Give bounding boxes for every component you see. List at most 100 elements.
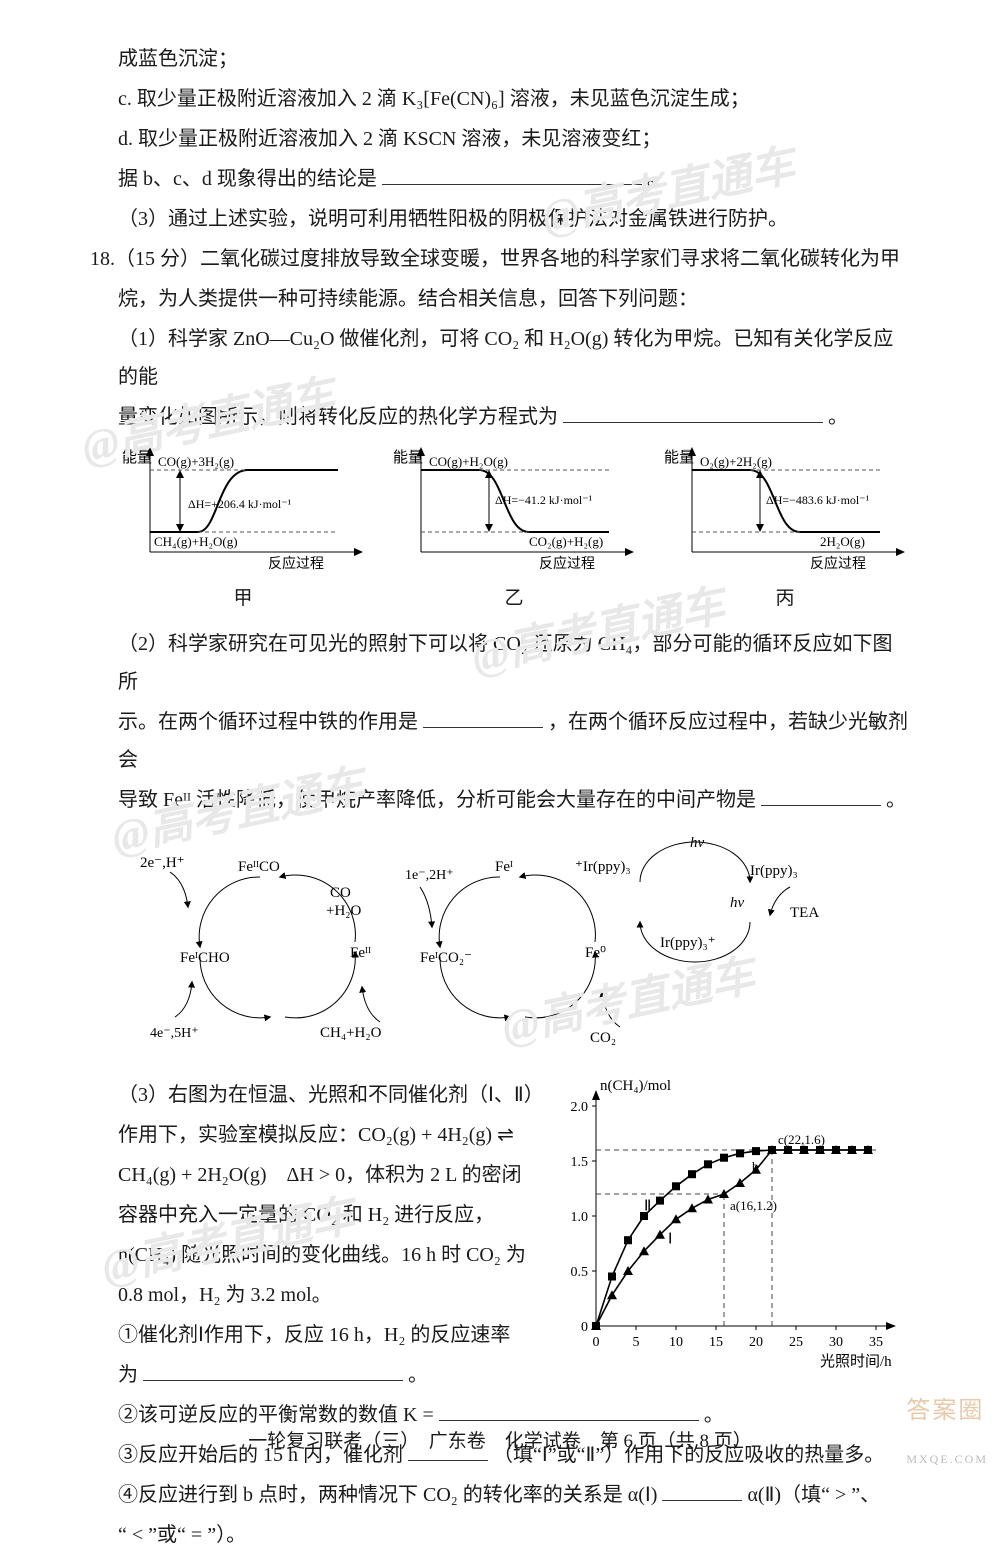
q18-p2b: 示。在两个循环过程中铁的作用是 ，在两个循环反应过程中，若缺少光敏剂会	[90, 703, 910, 779]
lbl-CO2: CO₂	[590, 1030, 616, 1046]
corner-url: MXQE.COM	[906, 1452, 988, 1466]
p3b: 作用下，实验室模拟反应：CO₂(g) + 4H₂(g) ⇌	[90, 1116, 540, 1154]
panel-bing: 能量 O₂(g)+2H₂(g) ΔH=−483.6 kJ·mol⁻¹ 2H₂O(…	[660, 442, 910, 617]
xlabel: 反应过程	[268, 555, 324, 572]
page-footer: 一轮复习联考（三） 广东卷 化学试卷 第 6 页（共 8 页）	[90, 1424, 910, 1460]
q18-p1b: 量变化如图所示，则将转化反应的热化学方程式为 。	[90, 398, 910, 436]
q18-p3-row: （3）右图为在恒温、光照和不同催化剂（Ⅰ、Ⅱ） 作用下，实验室模拟反应：CO₂(…	[90, 1076, 910, 1396]
lbl-e4: 4e⁻,5H⁺	[150, 1026, 199, 1041]
lbl-Irppy+: ⁺Ir(ppy)₃	[575, 859, 631, 875]
q1b-suf: 。	[408, 1364, 428, 1386]
svg-text:5: 5	[633, 1335, 640, 1350]
bing-bottom: 2H₂O(g)	[820, 534, 865, 549]
q18-number: 18.（15 分）	[90, 248, 200, 270]
p3-q4: ④反应进行到 b 点时，两种情况下 CO₂ 的转化率的关系是 α(Ⅰ) α(Ⅱ)…	[90, 1476, 910, 1514]
intro-conc-suffix: 。	[647, 168, 667, 190]
svg-text:15: 15	[709, 1335, 723, 1350]
intro-d: d. 取少量正极附近溶液加入 2 滴 KSCN 溶液，未见溶液变红；	[90, 120, 910, 158]
blank-conclusion[interactable]	[382, 165, 642, 185]
chart-ylabel: n(CH₄)/mol	[600, 1078, 671, 1094]
intro-a: 成蓝色沉淀；	[90, 40, 910, 78]
p2c-pre: 导致 Feᴵᴵ 活性降低，使甲烷产率降低，分析可能会大量存在的中间产物是	[118, 789, 756, 811]
lbl-FeI: Feᴵ	[495, 859, 513, 875]
yi-top: CO(g)+H₂O(g)	[429, 454, 508, 469]
xlabel: 反应过程	[539, 555, 595, 572]
svg-text:20: 20	[749, 1335, 763, 1350]
p3a: （3）右图为在恒温、光照和不同催化剂（Ⅰ、Ⅱ）	[90, 1076, 540, 1114]
lbl-Irppy3b: Ir(ppy)₃⁺	[660, 935, 716, 951]
svg-text:a(16,1.2): a(16,1.2)	[730, 1198, 777, 1213]
blank-alpha[interactable]	[662, 1481, 742, 1501]
svg-text:0: 0	[593, 1335, 600, 1350]
q18-head1: 二氧化碳过度排放导致全球变暖，世界各地的科学家们寻求将二氧化碳转化为甲	[200, 248, 900, 270]
bing-top: O₂(g)+2H₂(g)	[700, 454, 772, 469]
jia-bottom: CH₄(g)+H₂O(g)	[154, 534, 238, 549]
svg-text:1.5: 1.5	[571, 1155, 589, 1170]
svg-text:25: 25	[789, 1335, 803, 1350]
chart-xlabel: 光照时间/h	[820, 1353, 892, 1370]
energy-panels: 能量 CO(g)+3H₂(g) ΔH=+206.4 kJ·mol⁻¹ CH₄(g…	[118, 442, 910, 617]
p2b-pre: 示。在两个循环过程中铁的作用是	[118, 711, 418, 733]
svg-text:30: 30	[829, 1335, 843, 1350]
q4-mid: α(Ⅱ)（填“ > ”、	[747, 1484, 880, 1506]
svg-text:10: 10	[669, 1335, 683, 1350]
bing-dH: ΔH=−483.6 kJ·mol⁻¹	[766, 493, 870, 507]
lbl-H2O: +H₂O	[326, 903, 362, 919]
svg-text:35: 35	[869, 1335, 883, 1350]
lbl-CO: CO	[330, 885, 351, 901]
q18-p1b-text: 量变化如图所示，则将转化反应的热化学方程式为	[118, 406, 558, 428]
p3d: 容器中充入一定量的 CO₂ 和 H₂ 进行反应，	[90, 1196, 540, 1234]
intro-conclusion: 据 b、c、d 现象得出的结论是 。	[90, 160, 910, 198]
blank-intermediate[interactable]	[761, 786, 881, 806]
xlabel: 反应过程	[810, 555, 866, 572]
ylabel: 能量	[393, 449, 423, 466]
panel-jia: 能量 CO(g)+3H₂(g) ΔH=+206.4 kJ·mol⁻¹ CH₄(g…	[118, 442, 368, 617]
lbl-hv1: hν	[690, 835, 705, 851]
lbl-FeII: Feᴵᴵ	[350, 945, 371, 961]
q4-pre: ④反应进行到 b 点时，两种情况下 CO₂ 的转化率的关系是 α(Ⅰ)	[118, 1484, 657, 1506]
q18-p2c: 导致 Feᴵᴵ 活性降低，使甲烷产率降低，分析可能会大量存在的中间产物是 。	[90, 781, 910, 819]
svg-text:0: 0	[581, 1320, 588, 1335]
panel-yi: 能量 CO(g)+H₂O(g) ΔH=−41.2 kJ·mol⁻¹ CO₂(g)…	[389, 442, 639, 617]
blank-K[interactable]	[439, 1401, 699, 1421]
q2-suf: 。	[704, 1404, 724, 1426]
q1b-pre: 为	[118, 1364, 138, 1386]
lbl-Irppy: Ir(ppy)₃	[750, 863, 798, 879]
ylabel: 能量	[664, 449, 694, 466]
lbl-Fe0: Fe⁰	[585, 945, 606, 961]
q18-p2a: （2）科学家研究在可见光的照射下可以将 CO₂ 还原为 CH₄，部分可能的循环反…	[90, 625, 910, 701]
svg-text:Ⅱ: Ⅱ	[644, 1199, 651, 1215]
svg-text:Ⅰ: Ⅰ	[668, 1232, 672, 1248]
p3f: 0.8 mol，H₂ 为 3.2 mol。	[90, 1276, 540, 1314]
intro-conc-prefix: 据 b、c、d 现象得出的结论是	[118, 168, 377, 190]
lbl-TEA: TEA	[790, 905, 819, 921]
lbl-FeIICO: FeᴵᴵCO	[238, 859, 280, 875]
lbl-FeICO2: FeᴵCO₂⁻	[420, 950, 472, 966]
svg-text:c(22,1.6): c(22,1.6)	[778, 1132, 825, 1147]
corner-brand: 答案圈 MXQE.COM	[906, 1389, 988, 1480]
cycle-diagram: 2e⁻,H⁺ FeᴵᴵCO CO +H₂O Feᴵ ⁺Ir(ppy)₃ hν I…	[130, 827, 910, 1070]
lbl-e2H: 2e⁻,H⁺	[140, 855, 185, 871]
intro-3: （3）通过上述实验，说明可利用牺牲阳极的阴极保护法对金属铁进行防护。	[90, 200, 910, 238]
p3-q4b: “ < ”或“ = ”）。	[90, 1516, 910, 1554]
svg-text:b: b	[752, 1158, 759, 1173]
p3c: CH₄(g) + 2H₂O(g) ΔH > 0，体积为 2 L 的密闭	[90, 1156, 540, 1194]
q18-head2: 烷，为人类提供一种可持续能源。结合相关信息，回答下列问题：	[90, 280, 910, 318]
svg-text:1.0: 1.0	[571, 1210, 589, 1225]
q18-p1b-suf: 。	[828, 406, 848, 428]
lbl-hv2: hν	[730, 895, 745, 911]
jia-dH: ΔH=+206.4 kJ·mol⁻¹	[188, 497, 292, 511]
p3-q1a: ①催化剂Ⅰ作用下，反应 16 h，H₂ 的反应速率	[90, 1316, 540, 1354]
ylabel: 能量	[122, 449, 152, 466]
blank-fe-role[interactable]	[423, 708, 543, 728]
blank-rate[interactable]	[143, 1361, 403, 1381]
yi-cap: 乙	[389, 581, 639, 617]
p3-q1b: 为 。	[90, 1356, 540, 1394]
jia-cap: 甲	[118, 581, 368, 617]
blank-thermochem[interactable]	[563, 403, 823, 423]
bing-cap: 丙	[660, 581, 910, 617]
svg-text:0.5: 0.5	[571, 1265, 589, 1280]
yi-bottom: CO₂(g)+H₂(g)	[529, 534, 603, 549]
q18-p1a: （1）科学家 ZnO—Cu₂O 做催化剂，可将 CO₂ 和 H₂O(g) 转化为…	[90, 320, 910, 396]
jia-top: CO(g)+3H₂(g)	[158, 454, 234, 469]
